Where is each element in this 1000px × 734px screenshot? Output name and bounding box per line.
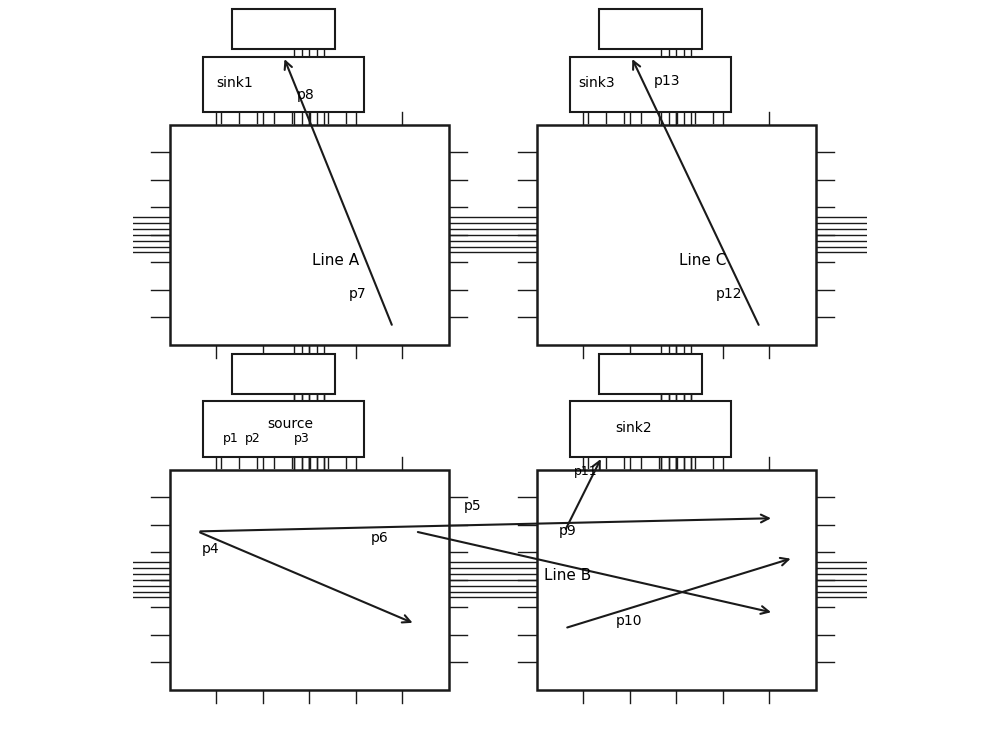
Text: p8: p8 — [296, 88, 314, 102]
Text: p13: p13 — [654, 74, 680, 88]
Text: p1: p1 — [223, 432, 239, 445]
Bar — [570, 401, 731, 457]
Bar — [170, 125, 449, 345]
Bar — [232, 9, 335, 49]
Text: sink3: sink3 — [579, 76, 615, 90]
Text: p5: p5 — [464, 499, 481, 513]
Text: Line C: Line C — [679, 253, 726, 268]
Text: sink2: sink2 — [615, 421, 652, 435]
Text: source: source — [267, 416, 313, 431]
Text: p6: p6 — [371, 531, 389, 545]
Text: p9: p9 — [559, 524, 576, 538]
Bar — [570, 57, 731, 112]
Bar — [203, 401, 364, 457]
Bar — [203, 57, 364, 112]
Text: p11: p11 — [573, 465, 597, 478]
Bar — [170, 470, 449, 690]
Text: Line B: Line B — [544, 568, 591, 583]
Text: p2: p2 — [245, 432, 261, 445]
Bar — [537, 470, 816, 690]
Bar — [537, 125, 816, 345]
Text: p3: p3 — [294, 432, 309, 445]
Bar — [232, 354, 335, 394]
Text: p4: p4 — [201, 542, 219, 556]
Text: Line A: Line A — [312, 253, 359, 268]
Text: p7: p7 — [349, 287, 366, 301]
Bar — [599, 354, 702, 394]
Text: p10: p10 — [616, 614, 642, 628]
Text: sink1: sink1 — [216, 76, 253, 90]
Bar — [599, 9, 702, 49]
Text: p12: p12 — [716, 287, 742, 301]
